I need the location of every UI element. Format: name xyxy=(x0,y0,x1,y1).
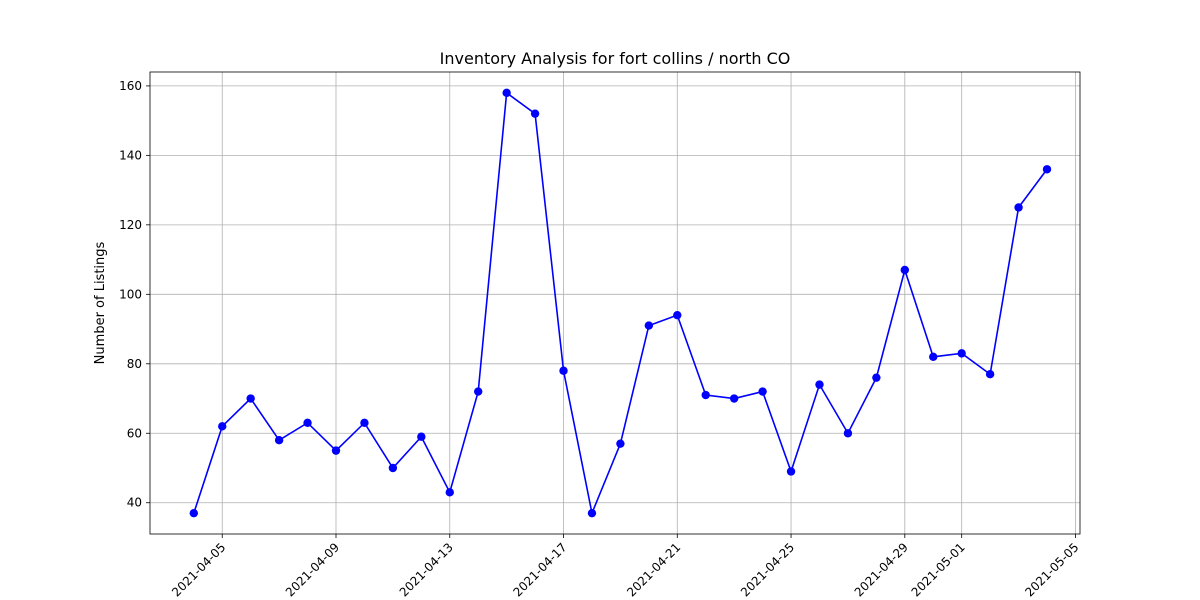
data-point xyxy=(530,109,540,118)
x-tick-label: 2021-04-29 xyxy=(852,540,911,599)
x-tick-label: 2021-04-25 xyxy=(738,540,797,599)
data-point xyxy=(417,432,426,441)
data-point xyxy=(701,390,710,400)
data-point xyxy=(388,463,398,473)
data-point xyxy=(559,366,568,375)
data-point xyxy=(445,488,454,497)
data-point xyxy=(644,321,654,330)
data-point xyxy=(474,387,483,396)
grid-lines xyxy=(150,72,1080,534)
data-point xyxy=(303,418,312,428)
y-tick-label: 80 xyxy=(127,357,142,371)
y-tick-label: 140 xyxy=(119,148,142,162)
data-point xyxy=(218,422,227,431)
y-tick-label: 40 xyxy=(127,496,142,510)
x-tick-label: 2021-04-21 xyxy=(624,540,683,599)
y-tick-label: 120 xyxy=(119,218,142,232)
data-point xyxy=(1014,203,1023,212)
y-axis-title: Number of Listings xyxy=(93,241,108,364)
data-point xyxy=(360,418,369,428)
data-point xyxy=(1042,165,1052,174)
data-point xyxy=(189,508,198,518)
x-tick-label: 2021-04-17 xyxy=(510,540,569,599)
data-point xyxy=(786,467,796,476)
data-point xyxy=(502,88,511,98)
chart-title: Inventory Analysis for fort collins / no… xyxy=(440,49,791,68)
data-point xyxy=(929,352,938,362)
data-point xyxy=(900,265,910,275)
data-point xyxy=(673,310,682,320)
data-point xyxy=(274,436,284,445)
data-point xyxy=(758,387,767,396)
data-point xyxy=(872,373,881,382)
x-tick-label: 2021-05-01 xyxy=(909,540,968,599)
x-tick-label: 2021-05-05 xyxy=(1022,540,1081,599)
series-layer xyxy=(189,88,1052,518)
tick-marks: 40 60 80 100 120 140 160 2021-04-05 2021-04-09 20… xyxy=(119,79,1081,600)
data-point xyxy=(957,349,966,358)
data-point xyxy=(843,429,853,438)
data-point xyxy=(815,380,824,389)
data-point xyxy=(985,370,995,379)
data-point xyxy=(587,508,597,518)
y-tick-label: 160 xyxy=(119,79,142,93)
x-tick-label: 2021-04-09 xyxy=(283,540,342,599)
series-line xyxy=(193,91,1048,516)
data-point xyxy=(246,394,255,403)
data-point xyxy=(729,394,739,403)
data-point xyxy=(616,439,625,448)
plot-frame xyxy=(149,71,1081,535)
x-tick-label: 2021-04-05 xyxy=(169,540,228,599)
data-point xyxy=(331,446,341,455)
axes xyxy=(149,71,1081,535)
y-tick-label: 60 xyxy=(127,426,142,440)
y-tick-label: 100 xyxy=(119,287,142,301)
x-tick-label: 2021-04-13 xyxy=(397,540,456,599)
